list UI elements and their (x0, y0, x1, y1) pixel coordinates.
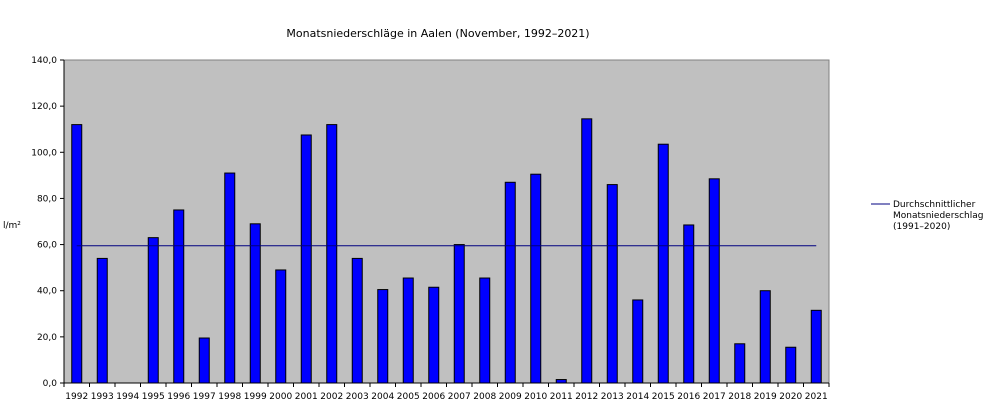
x-tick-label-2011: 2011 (550, 392, 573, 402)
bar-1998 (224, 172, 236, 384)
x-tick-label-1992: 1992 (65, 392, 88, 402)
x-tick-label-2003: 2003 (346, 392, 369, 402)
x-tick-label-1998: 1998 (218, 392, 241, 402)
bar-2000 (275, 269, 287, 384)
bar-1997 (198, 337, 210, 384)
bar-2005 (402, 277, 414, 384)
x-tick-label-2012: 2012 (575, 392, 598, 402)
x-tick-label-2021: 2021 (805, 392, 828, 402)
legend: DurchschnittlicherMonatsniederschlag(199… (871, 200, 983, 232)
y-tick-labels: 0,0 20,0 40,0 60,0 80,0 100,0 120,0 140,0 (31, 56, 64, 389)
legend-text-line: Monatsniederschlag (893, 211, 983, 221)
y-tick-label: 120,0 (31, 102, 57, 112)
x-tick-label-2005: 2005 (397, 392, 420, 402)
x-tick-label-1993: 1993 (91, 392, 114, 402)
x-tick-label-2019: 2019 (754, 392, 777, 402)
y-tick-label: 0,0 (43, 379, 58, 389)
bar-2020 (785, 346, 797, 384)
bar-1995 (147, 237, 159, 384)
x-tick-label-1996: 1996 (167, 392, 190, 402)
bar-2017 (708, 178, 720, 384)
x-tick-labels: 1992 1993 1994 1995 1996 1997 1998 1999 2000 2001… (63, 383, 830, 402)
bar-2019 (759, 290, 771, 384)
x-tick-label-2018: 2018 (728, 392, 751, 402)
y-tick-label: 100,0 (31, 148, 57, 158)
bar-2016 (683, 224, 695, 384)
x-tick-label-2013: 2013 (601, 392, 624, 402)
x-tick-label-2020: 2020 (779, 392, 802, 402)
bar-2012 (581, 118, 593, 384)
x-tick-label-2002: 2002 (320, 392, 343, 402)
bar-1996 (173, 209, 185, 384)
x-tick-label-2009: 2009 (499, 392, 522, 402)
bar-2003 (351, 257, 363, 384)
y-tick-label: 60,0 (37, 241, 57, 251)
bar-2013 (606, 184, 618, 384)
bar-2004 (377, 289, 389, 384)
bar-1993 (96, 257, 108, 384)
bar-2011 (555, 379, 567, 384)
bar-2007 (453, 244, 465, 384)
x-tick-label-2015: 2015 (652, 392, 675, 402)
bar-2009 (504, 181, 516, 384)
y-tick-label: 40,0 (37, 287, 57, 297)
x-tick-label-2006: 2006 (422, 392, 445, 402)
bar-2015 (657, 143, 669, 384)
bar-2002 (326, 124, 338, 384)
x-tick-label-2017: 2017 (703, 392, 726, 402)
bar-2014 (632, 299, 644, 384)
chart-title: Monatsniederschläge in Aalen (November, … (286, 27, 589, 40)
bar-2010 (530, 173, 542, 384)
bar-1999 (249, 223, 261, 384)
x-tick-label-2014: 2014 (626, 392, 649, 402)
x-tick-label-2004: 2004 (371, 392, 394, 402)
legend-text-line: Durchschnittlicher (893, 200, 976, 210)
bar-2008 (479, 277, 491, 384)
x-tick-label-1997: 1997 (193, 392, 216, 402)
x-tick-label-2001: 2001 (295, 392, 318, 402)
x-tick-label-1995: 1995 (142, 392, 165, 402)
y-tick-label: 140,0 (31, 56, 57, 66)
bar-2006 (428, 286, 440, 384)
x-tick-label-1999: 1999 (244, 392, 267, 402)
x-tick-label-2016: 2016 (677, 392, 700, 402)
legend-text-line: (1991–2020) (893, 222, 950, 232)
bar-2021 (810, 309, 822, 384)
x-tick-label-2007: 2007 (448, 392, 471, 402)
bar-2001 (300, 134, 312, 384)
y-tick-label: 80,0 (37, 194, 57, 204)
bars (71, 118, 822, 384)
x-tick-label-1994: 1994 (116, 392, 139, 402)
x-tick-label-2000: 2000 (269, 392, 292, 402)
y-tick-label: 20,0 (37, 333, 57, 343)
bar-2018 (734, 343, 746, 384)
x-tick-label-2010: 2010 (524, 392, 547, 402)
x-tick-label-2008: 2008 (473, 392, 496, 402)
plot-area (63, 59, 830, 384)
bar-1992 (71, 124, 83, 384)
y-axis-label: l/m² (3, 221, 21, 231)
